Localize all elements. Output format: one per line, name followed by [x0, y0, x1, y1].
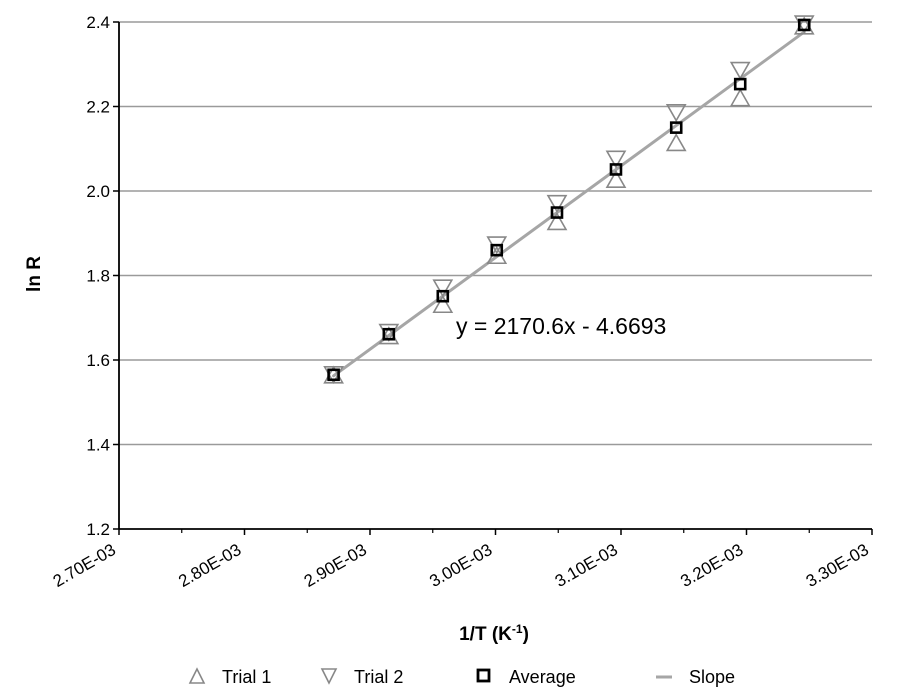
legend-label: Slope [689, 667, 735, 687]
x-axis-title-main: 1/T (K [459, 624, 512, 645]
point-triangle-up [605, 169, 627, 188]
x-tick-label: 3.00E-03 [426, 540, 495, 591]
x-axis-title-sup: -1 [512, 622, 523, 636]
x-tick-label: 3.30E-03 [803, 540, 872, 591]
legend-swatch-triangle-up [188, 667, 206, 684]
legend-item: Trial 2 [320, 667, 403, 687]
x-axis-title-end: ) [523, 624, 529, 645]
x-tick-label: 3.10E-03 [552, 540, 621, 591]
y-tick-label: 1.8 [86, 267, 110, 286]
point-square [609, 163, 623, 176]
point-triangle-down [546, 194, 568, 214]
y-tick-label: 1.4 [86, 436, 110, 455]
legend-item: Trial 1 [188, 667, 271, 687]
point-square [550, 206, 564, 219]
axes [113, 21, 873, 535]
trendline-group [332, 30, 806, 378]
series-average [327, 18, 811, 382]
y-tick-label: 1.6 [86, 351, 110, 370]
y-axis-title: ln R [24, 256, 45, 292]
legend-swatch-square [476, 668, 491, 683]
point-square [490, 243, 504, 257]
y-tick-label: 2.4 [86, 13, 110, 32]
point-triangle-up [729, 88, 751, 107]
point-triangle-down [665, 104, 687, 123]
point-triangle-down [729, 61, 751, 80]
point-square [436, 289, 450, 303]
legend-item: Average [476, 667, 576, 687]
x-tick-label: 3.20E-03 [677, 540, 746, 591]
legend-label: Average [509, 667, 576, 687]
grid-lines [119, 21, 872, 446]
legend-label: Trial 1 [222, 667, 271, 687]
x-tick-label: 2.70E-03 [50, 540, 119, 591]
point-triangle-down [432, 279, 454, 298]
point-square [797, 18, 811, 32]
point-triangle-up [665, 133, 687, 152]
point-square [327, 368, 340, 382]
point-triangle-down [605, 150, 627, 169]
y-tick-label: 2.2 [86, 98, 110, 117]
legend: Trial 1 Trial 2 Average Slope [188, 667, 735, 687]
legend-swatch-triangle-down [320, 668, 338, 685]
legend-label: Trial 2 [354, 667, 403, 687]
trendline [332, 30, 806, 378]
x-tick-label: 2.90E-03 [301, 540, 370, 591]
point-square [733, 77, 747, 91]
data-points [323, 15, 815, 385]
x-axis-title: 1/T (K-1) [459, 622, 529, 645]
legend-item: Slope [656, 667, 735, 687]
y-tick-label: 2.0 [86, 182, 110, 201]
y-tick-labels: 1.2 1.4 1.6 1.8 2.0 2.2 2.4 [86, 13, 110, 539]
point-square [382, 327, 396, 341]
x-tick-labels: 2.70E-03 2.80E-03 2.90E-03 3.00E-03 3.10E-03… [50, 540, 872, 591]
point-triangle-up [432, 294, 454, 314]
x-tick-label: 2.80E-03 [175, 540, 244, 591]
trendline-equation: y = 2170.6x - 4.6693 [456, 313, 666, 339]
point-triangle-up [546, 212, 568, 231]
point-square [669, 121, 683, 134]
y-tick-label: 1.2 [86, 520, 110, 539]
